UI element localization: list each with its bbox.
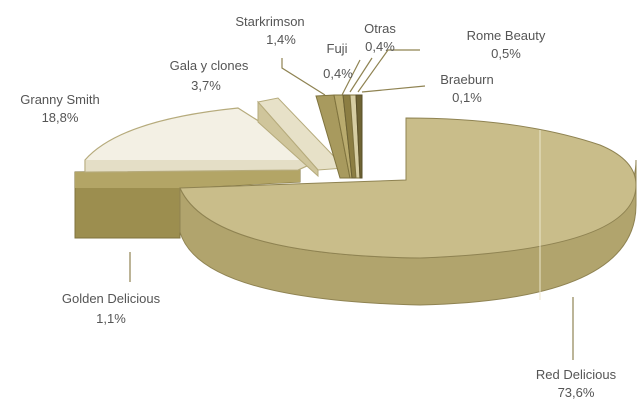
label-name: Granny Smith [20, 92, 99, 107]
label-red-delicious: Red Delicious 73,6% [536, 367, 617, 400]
label-name: Red Delicious [536, 367, 617, 382]
label-value: 0,5% [491, 46, 521, 61]
label-name: Fuji [327, 41, 348, 56]
slice-braeburn [355, 94, 363, 179]
label-value: 0,1% [452, 90, 482, 105]
label-name: Braeburn [440, 72, 493, 87]
label-value: 0,4% [365, 39, 395, 54]
label-granny-smith: Granny Smith 18,8% [20, 92, 99, 125]
label-name: Rome Beauty [467, 28, 546, 43]
label-name: Otras [364, 21, 396, 36]
label-braeburn: Braeburn 0,1% [440, 72, 493, 105]
label-value: 1,4% [266, 32, 296, 47]
label-value: 1,1% [96, 311, 126, 326]
leader-lines [129, 49, 574, 360]
label-otras: Otras 0,4% [364, 21, 396, 54]
label-golden-delicious: Golden Delicious 1,1% [62, 291, 161, 326]
label-fuji: Fuji 0,4% [323, 41, 353, 81]
label-name: Golden Delicious [62, 291, 161, 306]
slice-red-delicious [179, 117, 637, 306]
label-value: 3,7% [191, 78, 221, 93]
label-value: 18,8% [42, 110, 79, 125]
label-gala: Gala y clones 3,7% [170, 58, 249, 93]
label-rome-beauty: Rome Beauty 0,5% [467, 28, 546, 61]
label-name: Starkrimson [235, 14, 304, 29]
label-value: 73,6% [558, 385, 595, 400]
label-value: 0,4% [323, 66, 353, 81]
label-starkrimson: Starkrimson 1,4% [235, 14, 304, 47]
label-name: Gala y clones [170, 58, 249, 73]
